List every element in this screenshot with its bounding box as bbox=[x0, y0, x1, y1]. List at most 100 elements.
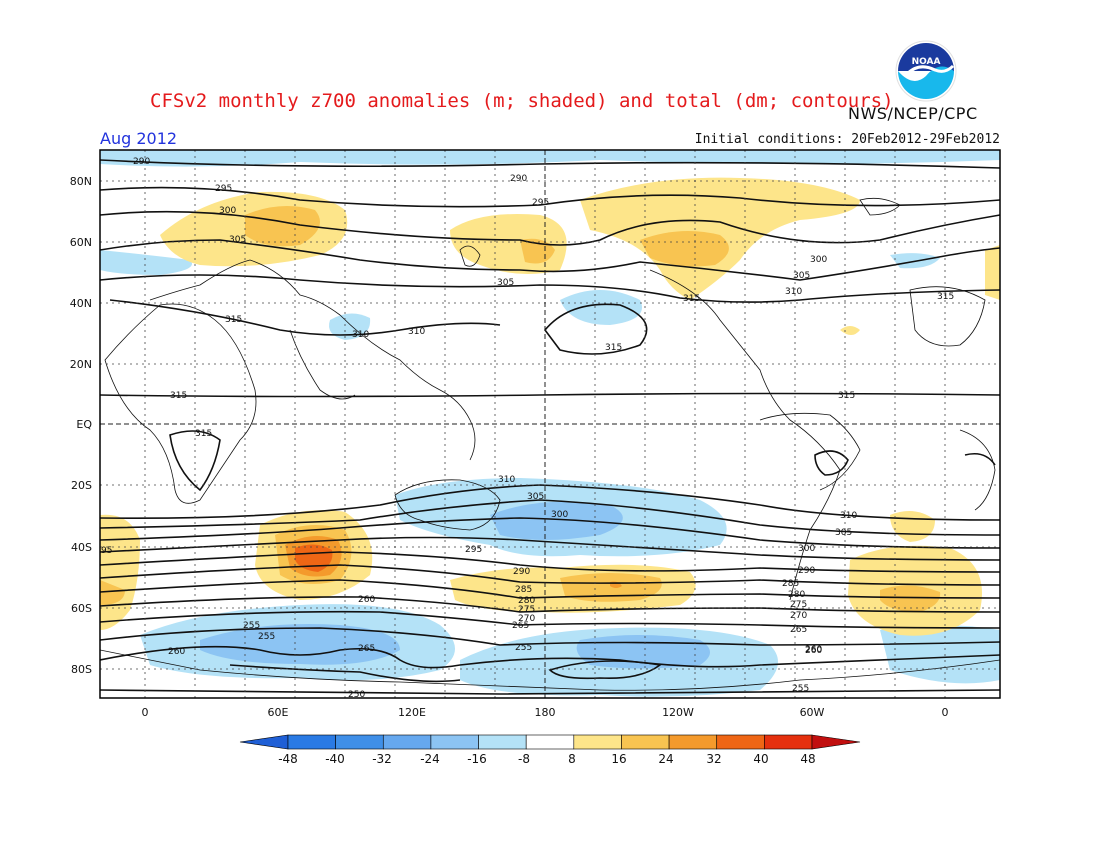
contour-label: 315 bbox=[170, 391, 187, 401]
initial-conditions: Initial conditions: 20Feb2012-29Feb2012 bbox=[694, 132, 1000, 147]
contour-label: 275 bbox=[518, 605, 535, 615]
contour-label: 315 bbox=[838, 391, 855, 401]
contour-label: 255 bbox=[243, 621, 260, 631]
contour-label: 285 bbox=[782, 579, 799, 589]
colorbar-tick-label: -32 bbox=[372, 752, 392, 766]
colorbar-tick-label: -48 bbox=[278, 752, 298, 766]
contour-label: 280 bbox=[788, 590, 805, 600]
lat-label: 20S bbox=[71, 479, 92, 492]
anomaly-shading bbox=[100, 150, 1000, 697]
contour-label: 270 bbox=[790, 611, 807, 621]
contour-label: 295 bbox=[215, 184, 232, 194]
anomaly-neg-antarctic-east-core bbox=[200, 624, 400, 665]
contour-label: 255 bbox=[515, 643, 532, 653]
contour-label: 300 bbox=[551, 510, 568, 520]
height-contours bbox=[100, 159, 1000, 695]
colorbar-segment bbox=[764, 734, 813, 750]
contour-label: 260 bbox=[805, 646, 822, 656]
anomaly-pos-alaska-core bbox=[640, 231, 729, 267]
colorbar-segment bbox=[335, 734, 384, 750]
contour-label: 250 bbox=[348, 690, 365, 700]
contour-label: 305 bbox=[835, 528, 852, 538]
lon-label: 0 bbox=[942, 706, 949, 719]
contour-label: 315 bbox=[225, 315, 242, 325]
colorbar-tick-label: -8 bbox=[518, 752, 530, 766]
lat-label: 80S bbox=[71, 663, 92, 676]
contour-label: 260 bbox=[805, 645, 822, 655]
contour-label: 295 bbox=[465, 545, 482, 555]
lon-label: 60W bbox=[800, 706, 825, 719]
map-frame bbox=[99, 149, 1001, 699]
agency-label: NWS/NCEP/CPC bbox=[848, 104, 978, 123]
anomaly-pos-satlantic-west-core bbox=[100, 580, 125, 605]
contour-label: 255 bbox=[792, 684, 809, 694]
colorbar-segment bbox=[573, 734, 622, 750]
colorbar-segment bbox=[668, 734, 718, 750]
lat-label: 60S bbox=[71, 602, 92, 615]
contour-label: 95 bbox=[101, 546, 112, 556]
colorbar-ticks: -48 -40 -32 -24 -16 -8 8 16 24 32 40 48 bbox=[278, 752, 815, 766]
colorbar-tick-label: -40 bbox=[325, 752, 345, 766]
lat-label: 40S bbox=[71, 541, 92, 554]
coastlines bbox=[100, 197, 1000, 691]
noaa-logo-icon: NOAA bbox=[895, 40, 957, 102]
contour-label: 315 bbox=[937, 292, 954, 302]
colorbar-tick-label: 48 bbox=[800, 752, 815, 766]
colorbar-tick-label: -24 bbox=[420, 752, 440, 766]
colorbar-tick-label: 40 bbox=[753, 752, 768, 766]
contour-label: 290 bbox=[798, 566, 815, 576]
anomaly-pos-natlantic-edge bbox=[985, 245, 1000, 300]
lon-label: 120W bbox=[662, 706, 694, 719]
anomaly-neg-spacific-core bbox=[490, 501, 623, 540]
lon-axis: 0 60E 120E 180 120W 60W 0 bbox=[142, 706, 949, 719]
contour-label: 310 bbox=[408, 327, 425, 337]
contour-label: 275 bbox=[790, 600, 807, 610]
lon-label: 0 bbox=[142, 706, 149, 719]
contour-label: 265 bbox=[358, 644, 375, 654]
contour-label: 310 bbox=[498, 475, 515, 485]
contour-label: 290 bbox=[513, 567, 530, 577]
contour-label: 305 bbox=[793, 271, 810, 281]
contour-label: 265 bbox=[790, 625, 807, 635]
contour-label: 265 bbox=[512, 621, 529, 631]
contour-label: 270 bbox=[518, 614, 535, 624]
contour-label: 260 bbox=[358, 595, 375, 605]
anomaly-pos-atlantic-small bbox=[840, 326, 860, 335]
colorbar-segment bbox=[811, 734, 861, 750]
contour-label: 310 bbox=[840, 511, 857, 521]
colorbar-segment bbox=[525, 734, 575, 750]
lon-label: 120E bbox=[398, 706, 426, 719]
colorbar-tick-label: 24 bbox=[658, 752, 673, 766]
forecast-month: Aug 2012 bbox=[100, 129, 178, 148]
chart-title: CFSv2 monthly z700 anomalies (m; shaded)… bbox=[150, 90, 894, 112]
anomaly-neg-arctic2 bbox=[100, 152, 300, 161]
colorbar-tick-label: -16 bbox=[467, 752, 487, 766]
colorbar-tick-label: 8 bbox=[568, 752, 576, 766]
contour-label: 305 bbox=[527, 492, 544, 502]
anomaly-pos-europe-core bbox=[245, 206, 320, 247]
contour-label: 315 bbox=[683, 294, 700, 304]
contour-label: 285 bbox=[515, 585, 532, 595]
contour-label: 290 bbox=[133, 157, 150, 167]
contour-label: 280 bbox=[518, 596, 535, 606]
lat-label: 80N bbox=[70, 175, 92, 188]
contour-label: 310 bbox=[352, 330, 369, 340]
contour-label: 310 bbox=[785, 287, 802, 297]
lat-axis: 80N 60N 40N 20N EQ 20S 40S 60S 80S bbox=[70, 175, 93, 676]
colorbar-segment bbox=[621, 734, 670, 750]
lon-label: 180 bbox=[535, 706, 556, 719]
colorbar-segment bbox=[382, 734, 432, 750]
colorbar-segment bbox=[716, 734, 765, 750]
colorbar-segment bbox=[430, 734, 479, 750]
colorbar-segment bbox=[478, 734, 527, 750]
contour-label: 305 bbox=[229, 235, 246, 245]
contour-label: 300 bbox=[810, 255, 827, 265]
lon-label: 60E bbox=[268, 706, 289, 719]
lat-label: 20N bbox=[70, 358, 92, 371]
contour-label: 260 bbox=[168, 647, 185, 657]
colorbar-tick-label: 16 bbox=[611, 752, 626, 766]
contour-labels: 290 290 295 295 300 300 305 305 305 310 … bbox=[101, 157, 954, 700]
svg-text:NOAA: NOAA bbox=[912, 57, 941, 67]
contour-label: 295 bbox=[532, 198, 549, 208]
